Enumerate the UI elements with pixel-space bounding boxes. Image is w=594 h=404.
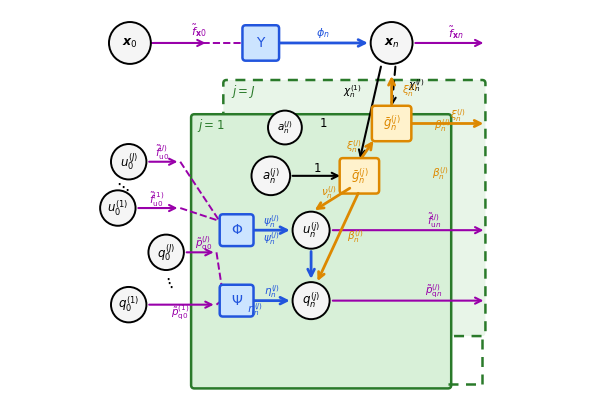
Circle shape — [109, 22, 151, 64]
Text: $\cdot$: $\cdot$ — [116, 175, 122, 193]
Text: $q_n^{(j)}$: $q_n^{(j)}$ — [302, 291, 320, 310]
Text: $\tilde{p}_{\mathrm{q}n}^{(j)}$: $\tilde{p}_{\mathrm{q}n}^{(j)}$ — [425, 283, 443, 301]
Text: $\psi_n^{(j)}$: $\psi_n^{(j)}$ — [264, 213, 280, 230]
FancyBboxPatch shape — [220, 214, 254, 246]
Circle shape — [251, 156, 290, 195]
Text: $\tilde{f}_{\mathrm{u}0}^{(J)}$: $\tilde{f}_{\mathrm{u}0}^{(J)}$ — [155, 144, 169, 162]
Text: $\beta_n^{(j)}$: $\beta_n^{(j)}$ — [347, 228, 364, 244]
Text: $\cdot$: $\cdot$ — [121, 178, 126, 196]
Circle shape — [100, 190, 135, 226]
Text: $\cdot$: $\cdot$ — [124, 181, 130, 199]
Text: $u_n^{(j)}$: $u_n^{(j)}$ — [302, 221, 320, 240]
Circle shape — [111, 144, 147, 179]
Circle shape — [293, 282, 330, 319]
Text: $\tilde{f}_{\mathbf{x}n}$: $\tilde{f}_{\mathbf{x}n}$ — [448, 24, 464, 41]
Text: $\xi_n^{(j)}$: $\xi_n^{(j)}$ — [346, 138, 361, 155]
Text: $\beta_n^{(j)}$: $\beta_n^{(j)}$ — [432, 165, 448, 182]
Text: $a_n^{(j)}$: $a_n^{(j)}$ — [277, 119, 293, 136]
Text: $1$: $1$ — [313, 162, 321, 175]
Text: $\eta_n^{(j)}$: $\eta_n^{(j)}$ — [264, 283, 280, 300]
FancyBboxPatch shape — [372, 106, 411, 141]
Text: $\tilde{f}_{\mathrm{u}n}^{(j)}$: $\tilde{f}_{\mathrm{u}n}^{(j)}$ — [426, 213, 441, 230]
FancyBboxPatch shape — [242, 25, 279, 61]
Text: $\chi_n^{(J)}$: $\chi_n^{(J)}$ — [407, 77, 424, 94]
Text: $\tilde{f}_{\mathbf{x}0}$: $\tilde{f}_{\mathbf{x}0}$ — [191, 23, 206, 39]
Text: $1$: $1$ — [319, 117, 327, 130]
Text: $\Psi$: $\Psi$ — [230, 294, 243, 307]
Text: $\Phi$: $\Phi$ — [230, 223, 243, 237]
Text: $u_0^{(1)}$: $u_0^{(1)}$ — [108, 198, 128, 218]
Text: $\xi_n^{(j)}$: $\xi_n^{(j)}$ — [402, 82, 418, 99]
FancyBboxPatch shape — [223, 80, 485, 336]
Text: $\chi_n^{(1)}$: $\chi_n^{(1)}$ — [343, 83, 362, 100]
Text: $j = J$: $j = J$ — [230, 83, 255, 100]
Text: $\phi_n$: $\phi_n$ — [317, 25, 330, 40]
Text: $\tilde{f}_{\mathrm{u}0}^{(1)}$: $\tilde{f}_{\mathrm{u}0}^{(1)}$ — [149, 191, 165, 208]
Text: $\xi_n^{(j)}$: $\xi_n^{(j)}$ — [450, 107, 466, 124]
Text: $\boldsymbol{x}_n$: $\boldsymbol{x}_n$ — [384, 36, 399, 50]
Text: $\bar{g}_n^{(j)}$: $\bar{g}_n^{(j)}$ — [383, 114, 400, 133]
FancyBboxPatch shape — [340, 158, 379, 194]
Text: $\bar{g}_n^{(j)}$: $\bar{g}_n^{(j)}$ — [350, 166, 368, 185]
Text: $\Upsilon$: $\Upsilon$ — [255, 36, 266, 50]
Text: $\cdot$: $\cdot$ — [165, 269, 170, 288]
Text: $\cdot$: $\cdot$ — [168, 278, 173, 296]
Circle shape — [371, 22, 413, 64]
Text: $\boldsymbol{x}_0$: $\boldsymbol{x}_0$ — [122, 36, 138, 50]
Text: $\psi_n^{(j)}$: $\psi_n^{(j)}$ — [264, 230, 280, 246]
Circle shape — [111, 287, 147, 322]
Circle shape — [268, 111, 302, 144]
Circle shape — [293, 212, 330, 249]
Text: $\eta_n^{(j)}$: $\eta_n^{(j)}$ — [247, 301, 263, 318]
Circle shape — [148, 235, 184, 270]
FancyBboxPatch shape — [220, 285, 254, 317]
Text: $\tilde{p}_{\mathrm{q}0}^{(J)}$: $\tilde{p}_{\mathrm{q}0}^{(J)}$ — [195, 235, 212, 253]
Text: $\cdot$: $\cdot$ — [166, 274, 172, 292]
Text: $u_0^{(J)}$: $u_0^{(J)}$ — [119, 152, 138, 172]
Text: $\tilde{p}_{\mathrm{q}0}^{(1)}$: $\tilde{p}_{\mathrm{q}0}^{(1)}$ — [171, 303, 189, 322]
Text: $a_n^{(j)}$: $a_n^{(j)}$ — [262, 166, 280, 185]
FancyBboxPatch shape — [191, 114, 451, 388]
Text: $q_0^{(J)}$: $q_0^{(J)}$ — [157, 242, 175, 263]
Text: $\beta_n^{(j)}$: $\beta_n^{(j)}$ — [434, 117, 450, 134]
Text: $q_0^{(1)}$: $q_0^{(1)}$ — [118, 295, 139, 314]
Text: $\nu_n^{(j)}$: $\nu_n^{(j)}$ — [321, 184, 336, 201]
Text: $j = 1$: $j = 1$ — [197, 117, 224, 134]
